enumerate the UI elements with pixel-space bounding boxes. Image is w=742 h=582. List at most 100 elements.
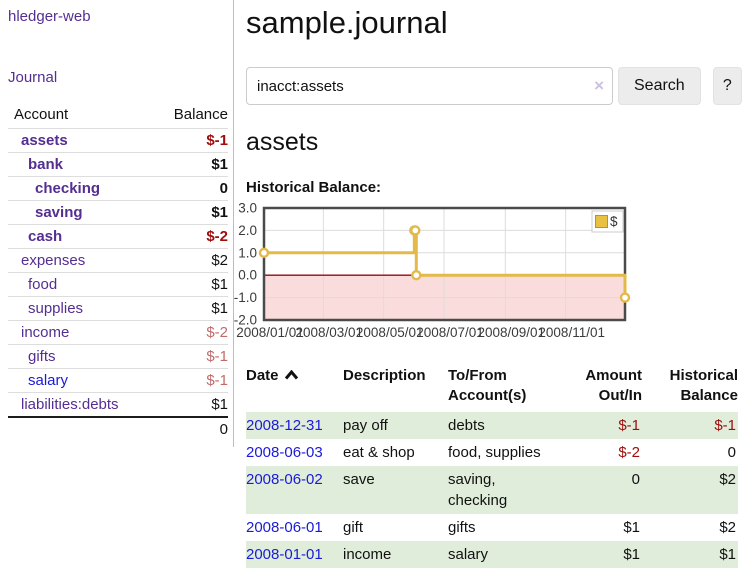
sidebar-account-link[interactable]: bank (28, 156, 64, 173)
register-balance: $1 (719, 546, 736, 563)
sidebar-account-link[interactable]: salary (28, 372, 69, 389)
register-table-body: 2008-12-31 pay off debts $-1 $-1 2008-06-03 ea… (246, 412, 738, 568)
account-balance: 0 (219, 180, 228, 197)
account-balance: $1 (211, 156, 228, 173)
account-balance: $1 (211, 396, 228, 413)
accounts-table: Account Balance assets $-1 bank $1 checking 0… (8, 103, 228, 441)
sidebar-account-link[interactable]: income (21, 324, 70, 341)
register-header-balance: Historical Balance (669, 367, 738, 404)
search-input-wrap: × (246, 67, 613, 105)
sort-ascending-icon (284, 366, 299, 386)
sidebar-account-link[interactable]: gifts (28, 348, 56, 365)
chart-data-point (258, 247, 270, 258)
register-header-amount: Amount Out/In (585, 367, 642, 404)
chart-ytick-label: 3.0 (238, 201, 257, 216)
register-date-link[interactable]: 2008-06-01 (246, 519, 323, 536)
register-date-link[interactable]: 2008-12-31 (246, 417, 323, 434)
account-balance: $-1 (206, 372, 228, 389)
chart-xtick-label: 2008/01/01 (236, 325, 304, 340)
chart-xtick-label: 2008/09/01 (478, 325, 546, 340)
register-header-account: To/From Account(s) (448, 367, 527, 404)
account-balance: $2 (211, 252, 228, 269)
register-amount: $1 (623, 546, 640, 563)
chart-xtick-label: 2008/05/01 (356, 325, 424, 340)
chart-xtick-label: 2008/07/01 (416, 325, 484, 340)
chart-xtick-label: 2008/11/01 (538, 325, 605, 340)
clear-search-icon[interactable]: × (594, 76, 604, 95)
register-date-link[interactable]: 2008-06-03 (246, 444, 323, 461)
account-row: supplies $1 (8, 297, 228, 321)
chart-ytick-label: 0.0 (238, 268, 257, 283)
register-header-row: Date Description To/From Account(s) Amou… (246, 364, 738, 412)
register-balance: $2 (719, 471, 736, 488)
chart-ytick-label: 1.0 (238, 245, 257, 260)
sidebar-item-journal[interactable]: Journal (8, 69, 58, 86)
register-description: income (343, 546, 392, 563)
sidebar-account-link[interactable]: assets (21, 132, 68, 149)
app-title-link[interactable]: hledger-web (8, 8, 91, 25)
chart-legend-swatch (595, 215, 608, 228)
register-description: gift (343, 519, 364, 536)
search-input[interactable] (246, 67, 613, 105)
register-description: eat & shop (343, 444, 415, 461)
sidebar-account-link[interactable]: saving (35, 204, 83, 221)
historical-balance-chart: $3.0 2.0 1.0 0.0 -1.0 -2.0 2008/01/01 2008/03/0… (234, 201, 742, 346)
accounts-header-account: Account (14, 106, 69, 123)
accounts-header-row: Account Balance (8, 103, 228, 129)
register-date-link[interactable]: 2008-01-01 (246, 546, 323, 563)
register-description: save (343, 471, 375, 488)
sidebar-account-link[interactable]: checking (35, 180, 101, 197)
account-row: checking 0 (8, 177, 228, 201)
chart-data-point (410, 225, 421, 236)
register-balance: 0 (727, 444, 736, 461)
account-balance: $-1 (206, 348, 228, 365)
account-balance: $1 (211, 204, 228, 221)
accounts-table-body: assets $-1 bank $1 checking 0 saving $1 cash $-2 e… (8, 129, 228, 417)
account-balance: $1 (211, 300, 228, 317)
register-amount: $-1 (618, 417, 640, 434)
sidebar-account-link[interactable]: expenses (21, 252, 86, 269)
register-row: 2008-01-01 income salary $1 $1 (246, 541, 738, 568)
register-table: Date Description To/From Account(s) Amou… (246, 364, 738, 568)
register-description: pay off (343, 417, 388, 434)
chart-title: Historical Balance: (246, 179, 382, 196)
chart-legend-label: $ (610, 214, 618, 229)
register-balance: $2 (719, 519, 736, 536)
account-row: bank $1 (8, 153, 228, 177)
account-row: assets $-1 (8, 129, 228, 153)
register-header-date[interactable]: Date (246, 364, 343, 412)
sidebar-account-link[interactable]: supplies (28, 300, 84, 317)
register-amount: $-2 (618, 444, 640, 461)
chart-xtick-label: 2008/03/01 (296, 325, 364, 340)
chart-ytick-label: -1.0 (234, 290, 257, 305)
sidebar-account-link[interactable]: liabilities:debts (21, 396, 119, 413)
register-amount: 0 (631, 471, 640, 488)
account-balance: $-2 (206, 228, 228, 245)
account-balance: $-2 (206, 324, 228, 341)
register-row: 2008-12-31 pay off debts $-1 $-1 (246, 412, 738, 439)
help-button[interactable]: ? (712, 67, 742, 105)
search-button[interactable]: Search (618, 67, 701, 105)
register-row: 2008-06-01 gift gifts $1 $2 (246, 514, 738, 541)
chart-ytick-label: -2.0 (234, 313, 257, 328)
account-row: salary $-1 (8, 369, 228, 393)
accounts-total-row: 0 (8, 417, 228, 441)
register-row: 2008-06-02 save saving, checking 0 $2 (246, 466, 738, 514)
register-accounts: food, supplies (448, 444, 541, 461)
chart-frame (262, 206, 627, 322)
chart-data-point (619, 292, 631, 303)
page-title: sample.journal (246, 5, 448, 40)
register-accounts: salary (448, 546, 489, 563)
account-row: liabilities:debts $1 (8, 393, 228, 417)
register-balance: $-1 (714, 417, 736, 434)
sidebar-account-link[interactable]: food (28, 276, 58, 293)
chart-ytick-label: 2.0 (238, 223, 257, 238)
account-row: cash $-2 (8, 225, 228, 249)
sidebar: hledger-web Journal Account Balance asse… (0, 0, 233, 441)
account-row: gifts $-1 (8, 345, 228, 369)
chart-data-point (411, 269, 422, 281)
register-accounts: debts (448, 417, 485, 434)
sidebar-account-link[interactable]: cash (28, 228, 63, 245)
register-date-link[interactable]: 2008-06-02 (246, 471, 323, 488)
sidebar-divider (233, 0, 234, 447)
